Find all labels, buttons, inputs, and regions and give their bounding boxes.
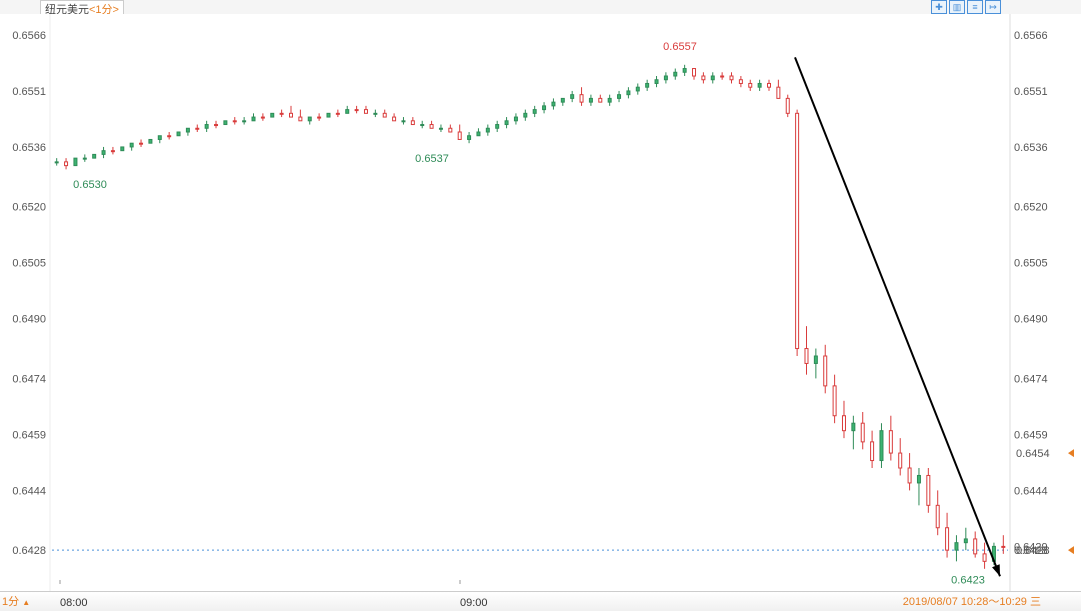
svg-text:0.6566: 0.6566	[12, 30, 46, 42]
svg-text:0.6551: 0.6551	[12, 86, 46, 98]
crosshair-icon[interactable]: ✚	[931, 0, 947, 14]
svg-text:0.6444: 0.6444	[1014, 485, 1048, 497]
svg-text:0.6459: 0.6459	[1014, 429, 1048, 441]
triangle-up-icon: ▲	[22, 598, 30, 607]
svg-text:0.6520: 0.6520	[12, 202, 46, 214]
svg-text:0.6428: 0.6428	[12, 545, 46, 557]
x-axis-label: 09:00	[460, 597, 488, 609]
svg-text:0.6474: 0.6474	[12, 373, 46, 385]
svg-text:0.6536: 0.6536	[12, 142, 46, 154]
svg-text:0.6423: 0.6423	[951, 575, 985, 587]
svg-text:0.6505: 0.6505	[12, 258, 46, 270]
svg-text:0.6530: 0.6530	[73, 179, 107, 191]
svg-text:0.6428: 0.6428	[1016, 545, 1050, 557]
timeframe-button[interactable]: 1分 ▲	[2, 593, 30, 609]
svg-text:0.6505: 0.6505	[1014, 258, 1048, 270]
svg-text:0.6557: 0.6557	[663, 41, 697, 53]
svg-text:0.6490: 0.6490	[1014, 314, 1048, 326]
svg-text:0.6444: 0.6444	[12, 485, 46, 497]
arrow-icon[interactable]: ↦	[985, 0, 1001, 14]
bars-icon[interactable]: ▥	[949, 0, 965, 14]
svg-text:0.6454: 0.6454	[1016, 448, 1050, 460]
chart-bottom-bar: 1分 ▲ 08:00 09:00 2019/08/07 10:28～10:29 …	[0, 591, 1081, 611]
svg-text:0.6566: 0.6566	[1014, 30, 1048, 42]
svg-text:0.6536: 0.6536	[1014, 142, 1048, 154]
price-chart[interactable]: 0.6566 0.6566 0.6551 0.6551 0.6536 0.6536 0.65…	[0, 14, 1081, 592]
timeframe-text: 1分	[2, 596, 19, 608]
svg-text:0.6537: 0.6537	[415, 153, 449, 165]
svg-text:0.6459: 0.6459	[12, 429, 46, 441]
svg-text:0.6551: 0.6551	[1014, 86, 1048, 98]
chart-top-bar: 纽元美元<1分> ✚ ▥ ≡ ↦	[0, 0, 1081, 15]
svg-text:0.6474: 0.6474	[1014, 373, 1048, 385]
indicator-icon[interactable]: ≡	[967, 0, 983, 14]
x-axis-label: 08:00	[60, 597, 88, 609]
svg-text:0.6490: 0.6490	[12, 314, 46, 326]
svg-text:0.6520: 0.6520	[1014, 202, 1048, 214]
datetime-label: 2019/08/07 10:28～10:29 三	[903, 593, 1041, 609]
chart-tool-icons: ✚ ▥ ≡ ↦	[931, 0, 1001, 14]
